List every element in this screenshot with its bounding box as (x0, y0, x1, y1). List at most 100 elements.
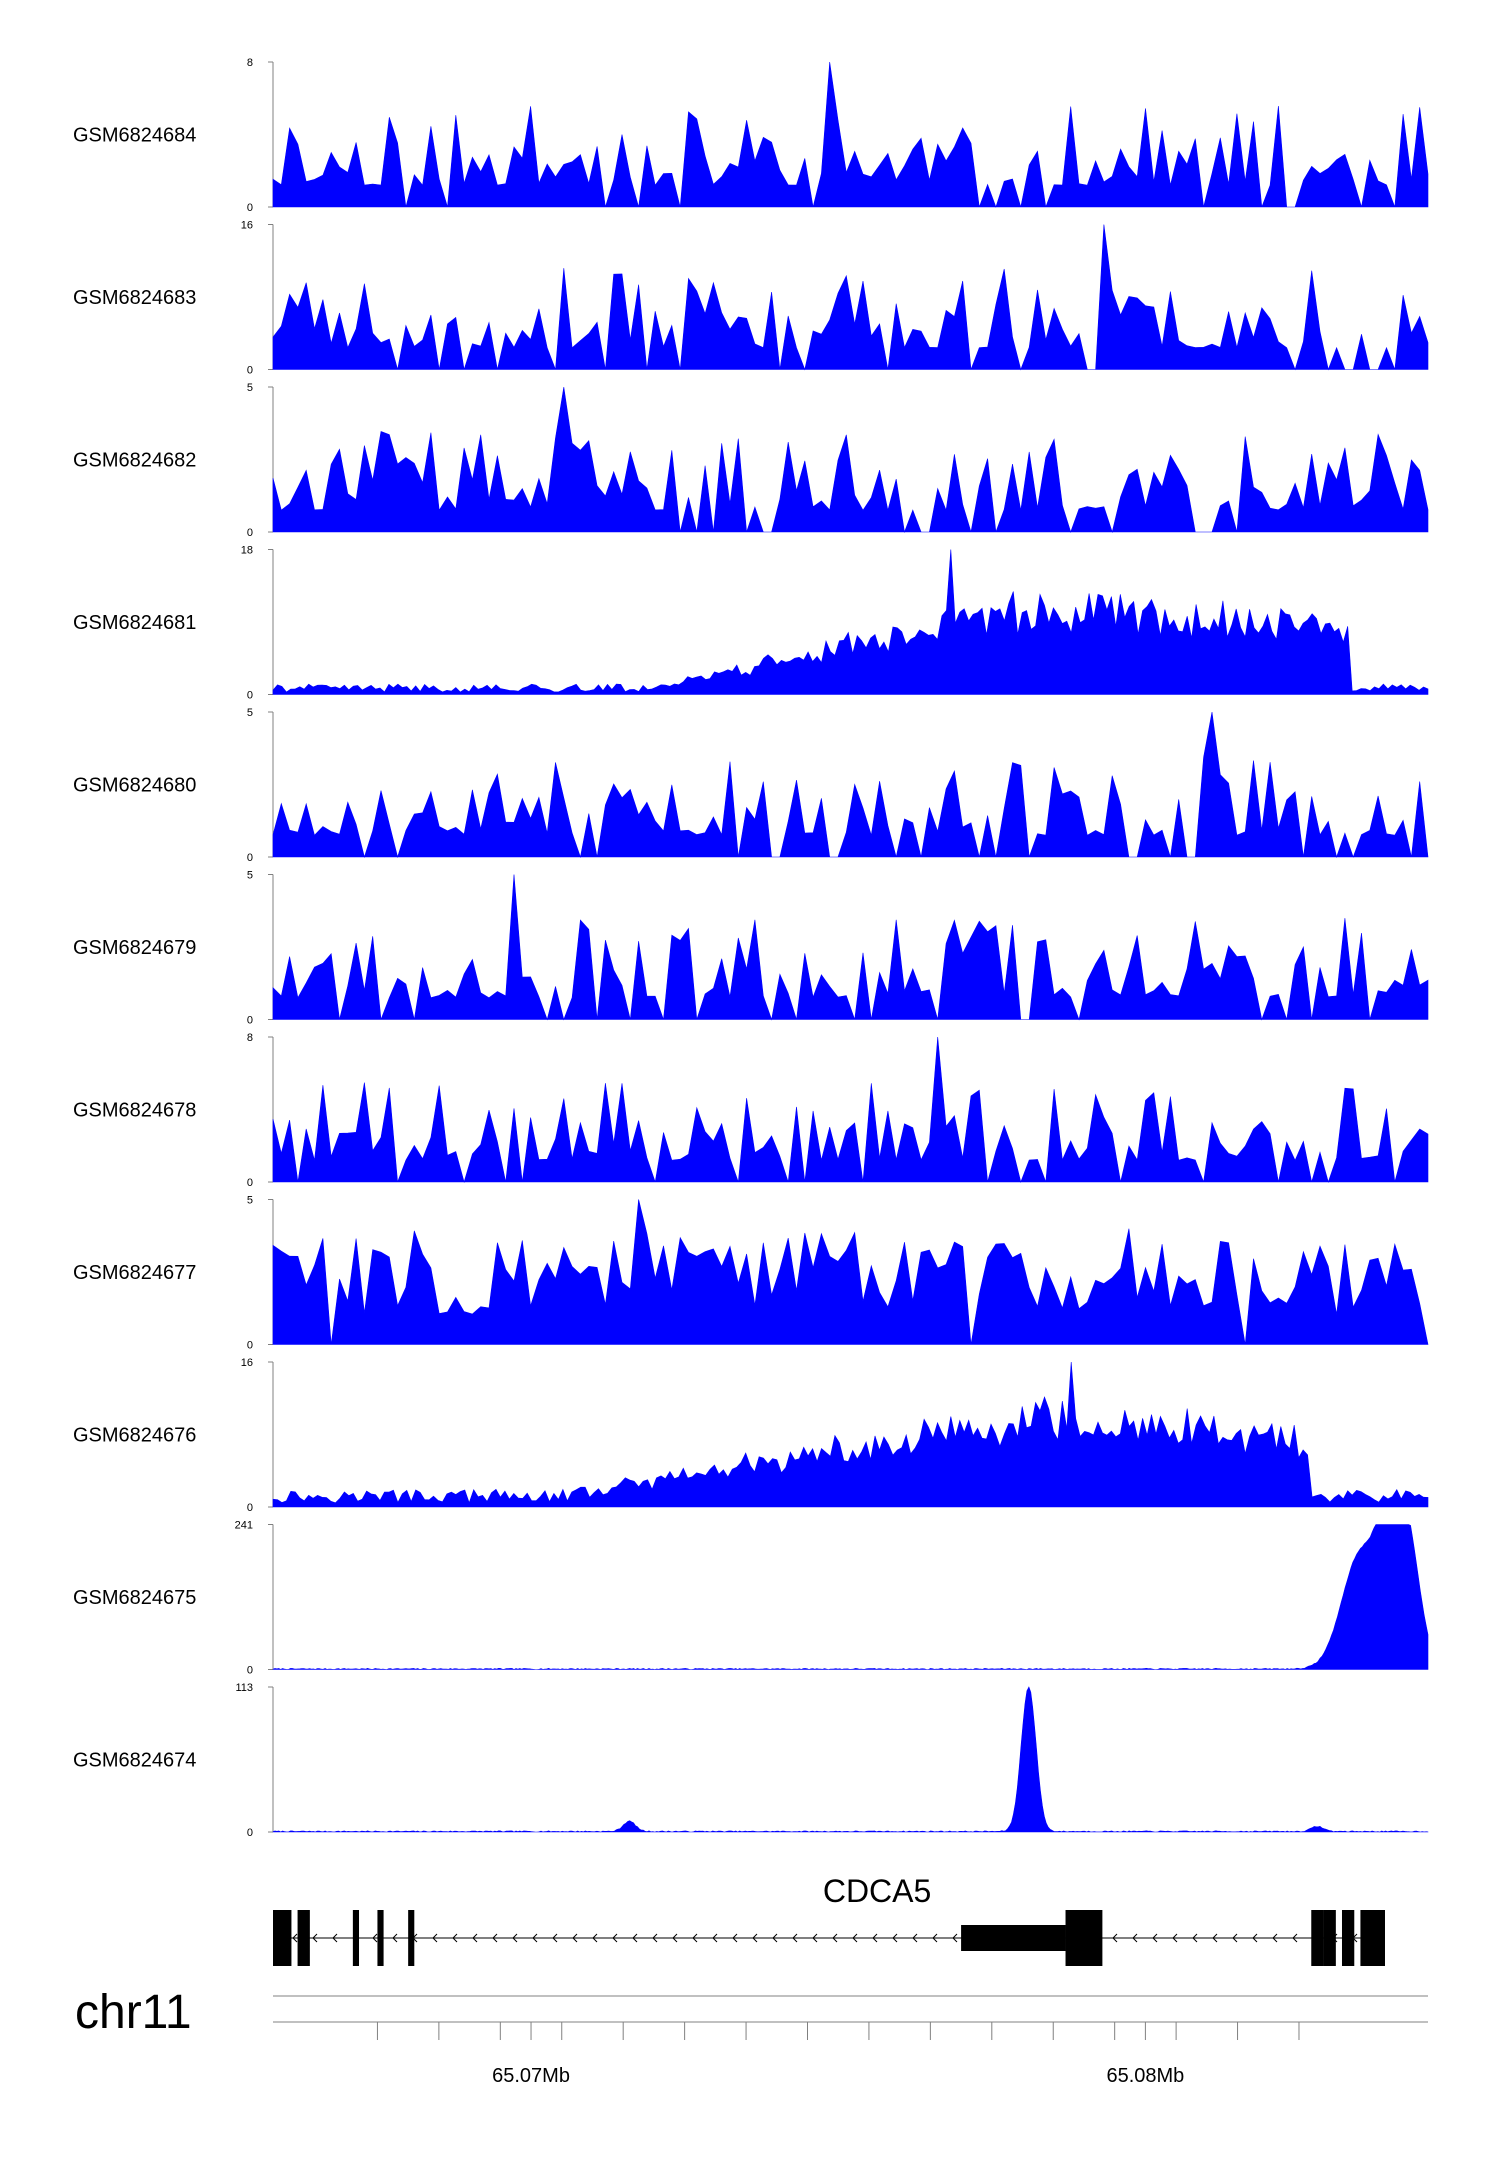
axis-coordinate-label: 65.08Mb (1106, 2065, 1184, 2087)
y-min-label: 0 (247, 1827, 253, 1839)
strand-arrow (712, 1933, 718, 1943)
y-max-label: 5 (247, 870, 253, 882)
exon-block (1323, 1910, 1336, 1966)
track-GSM6824678: GSM6824678 8 0 (73, 1032, 1429, 1189)
strand-arrow (912, 1933, 918, 1943)
strand-arrow (312, 1933, 318, 1943)
track-GSM6824683: GSM6824683 16 0 (73, 220, 1429, 377)
strand-arrow (332, 1933, 338, 1943)
strand-arrow (1252, 1933, 1258, 1943)
exon-block (408, 1910, 415, 1966)
y-max-label: 18 (241, 545, 253, 557)
genome-axis-ticks: 65.07Mb 65.08Mb (273, 1995, 1428, 2087)
coverage-area (272, 1036, 1429, 1184)
y-max-label: 5 (247, 1195, 253, 1207)
coverage-area (272, 61, 1429, 208)
track-GSM6824681: GSM6824681 18 0 (73, 545, 1429, 702)
strand-arrow (612, 1933, 618, 1943)
y-min-label: 0 (247, 1015, 253, 1027)
y-max-label: 113 (235, 1682, 253, 1694)
y-min-label: 0 (247, 365, 253, 377)
track-label: GSM6824678 (73, 1100, 196, 1122)
y-min-label: 0 (247, 527, 253, 539)
y-min-label: 0 (247, 1177, 253, 1189)
strand-arrow (592, 1933, 598, 1943)
track-GSM6824682: GSM6824682 5 0 (73, 382, 1429, 539)
strand-arrow (292, 1933, 298, 1943)
exon-block (1360, 1910, 1385, 1966)
track-label: GSM6824677 (73, 1262, 196, 1284)
strand-arrow (792, 1933, 798, 1943)
strand-arrow (732, 1933, 738, 1943)
chromosome-label: chr11 (75, 1986, 192, 2039)
strand-arrow (1232, 1933, 1238, 1943)
y-min-label: 0 (247, 1340, 253, 1352)
strand-arrow (852, 1933, 858, 1943)
y-min-label: 0 (247, 690, 253, 702)
strand-arrow (812, 1933, 818, 1943)
track-label: GSM6824682 (73, 450, 196, 472)
strand-arrow (1132, 1933, 1138, 1943)
exon-block (1065, 1910, 1103, 1966)
strand-arrow (512, 1933, 518, 1943)
exon-block (1341, 1910, 1355, 1966)
coverage-area (272, 224, 1429, 371)
strand-arrow (892, 1933, 898, 1943)
track-GSM6824676: GSM6824676 16 0 (73, 1357, 1429, 1514)
track-GSM6824677: GSM6824677 5 0 (73, 1195, 1429, 1352)
strand-arrow (952, 1933, 958, 1943)
coverage-tracks: GSM682468480GSM6824683160GSM682468250GSM… (73, 57, 1429, 1839)
coverage-area (272, 549, 1429, 695)
track-label: GSM6824681 (73, 612, 196, 634)
coverage-area (272, 1686, 1429, 1833)
exon-block (297, 1910, 310, 1966)
y-max-label: 8 (247, 1032, 253, 1044)
strand-arrow (1192, 1933, 1198, 1943)
track-label: GSM6824680 (73, 775, 196, 797)
y-max-label: 5 (247, 707, 253, 719)
strand-arrow (672, 1933, 678, 1943)
y-min-label: 0 (247, 1665, 253, 1677)
exon-block (273, 1910, 292, 1966)
y-min-label: 0 (247, 852, 253, 864)
track-GSM6824675: GSM6824675 241 0 (73, 1520, 1429, 1677)
strand-arrow (772, 1933, 778, 1943)
strand-arrow (532, 1933, 538, 1943)
coverage-area (272, 1361, 1429, 1508)
track-GSM6824684: GSM6824684 8 0 (73, 57, 1429, 214)
strand-arrow (472, 1933, 478, 1943)
track-label: GSM6824675 (73, 1587, 196, 1609)
strand-arrow (692, 1933, 698, 1943)
track-label: GSM6824684 (73, 125, 196, 147)
track-GSM6824679: GSM6824679 5 0 (73, 870, 1429, 1027)
coverage-area (272, 711, 1429, 859)
strand-arrow (552, 1933, 558, 1943)
exon-block (377, 1910, 384, 1966)
track-label: GSM6824676 (73, 1425, 196, 1447)
strand-arrow (1212, 1933, 1218, 1943)
strand-arrow (492, 1933, 498, 1943)
track-label: GSM6824679 (73, 937, 196, 959)
y-max-label: 241 (235, 1520, 253, 1532)
strand-arrow (872, 1933, 878, 1943)
gene-track: CDCA5 (273, 1873, 1385, 1966)
strand-arrow (1112, 1933, 1118, 1943)
strand-arrow (572, 1933, 578, 1943)
exon-block (1311, 1910, 1324, 1966)
strand-arrow (392, 1933, 398, 1943)
y-max-label: 16 (241, 1357, 253, 1369)
y-max-label: 8 (247, 57, 253, 69)
strand-arrow (932, 1933, 938, 1943)
strand-arrow (452, 1933, 458, 1943)
y-max-label: 16 (241, 220, 253, 232)
gene-model-cdca5 (273, 1910, 1385, 1966)
track-GSM6824674: GSM6824674 113 0 (73, 1682, 1429, 1839)
strand-arrow (1172, 1933, 1178, 1943)
strand-arrow (832, 1933, 838, 1943)
y-max-label: 5 (247, 382, 253, 394)
axis-coordinate-label: 65.07Mb (492, 2065, 570, 2087)
track-label: GSM6824683 (73, 287, 196, 309)
exon-block (961, 1925, 1066, 1951)
strand-arrow (652, 1933, 658, 1943)
